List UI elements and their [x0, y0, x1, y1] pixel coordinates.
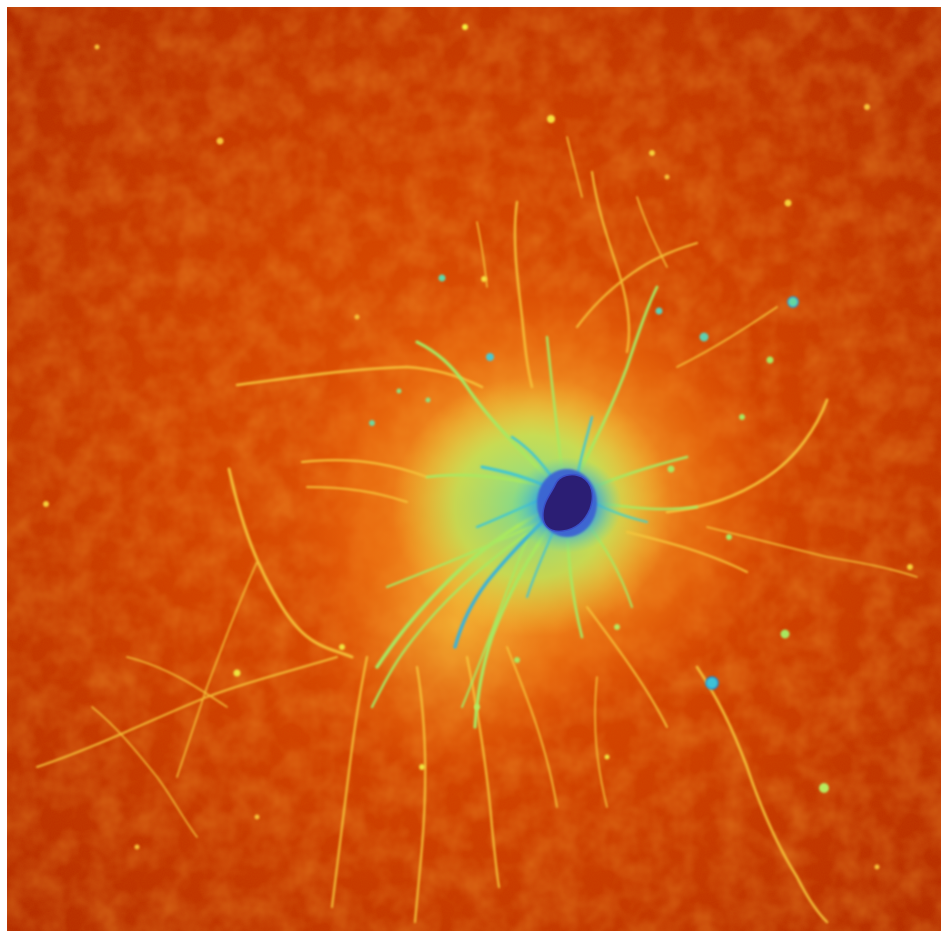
- puncta: [43, 24, 913, 870]
- micrograph-frame: [7, 7, 941, 931]
- neuron-micrograph: [7, 7, 941, 931]
- distal-processes: [36, 136, 918, 924]
- cell-soma: [542, 473, 594, 533]
